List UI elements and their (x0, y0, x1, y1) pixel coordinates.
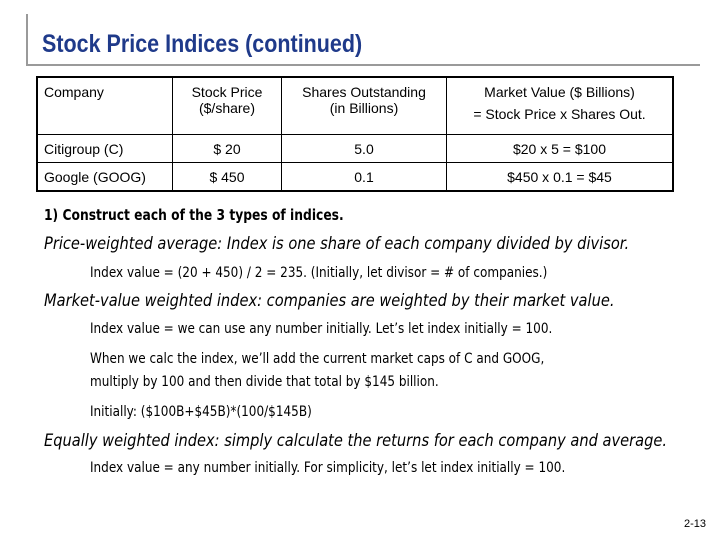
title-bar (26, 14, 700, 66)
table-header-row: Company Stock Price ($/share) Shares Out… (36, 76, 674, 135)
cell-shares: 0.1 (281, 162, 447, 192)
price-weighted-body: Index value = (20 + 450) / 2 = 235. (Ini… (90, 265, 548, 281)
cell-price: $ 450 (172, 162, 282, 192)
equally-weighted-body: Index value = any number initially. For … (90, 460, 566, 476)
cell-price: $ 20 (172, 134, 282, 163)
header-stock-price: Stock Price ($/share) (172, 76, 282, 135)
cell-company: Citigroup (C) (36, 134, 173, 163)
equally-weighted-heading: Equally weighted index: simply calculate… (44, 431, 668, 451)
cell-market-value: $20 x 5 = $100 (446, 134, 674, 163)
price-weighted-heading: Price-weighted average: Index is one sha… (44, 234, 630, 254)
market-value-body-1: Index value = we can use any number init… (90, 321, 553, 337)
cell-company: Google (GOOG) (36, 162, 173, 192)
slide-title: Stock Price Indices (continued) (42, 30, 363, 58)
market-value-body-3: multiply by 100 and then divide that tot… (90, 374, 439, 390)
header-market-value: Market Value ($ Billions) = Stock Price … (446, 76, 674, 135)
page-number: 2-13 (683, 518, 706, 530)
cell-market-value: $450 x 0.1 = $45 (446, 162, 674, 192)
step-heading: 1) Construct each of the 3 types of indi… (44, 206, 344, 224)
table-row: Google (GOOG) $ 450 0.1 $450 x 0.1 = $45 (36, 162, 674, 192)
header-shares-outstanding: Shares Outstanding (in Billions) (281, 76, 447, 135)
header-company: Company (36, 76, 173, 135)
table-row: Citigroup (C) $ 20 5.0 $20 x 5 = $100 (36, 134, 674, 163)
cell-shares: 5.0 (281, 134, 447, 163)
market-value-heading: Market-value weighted index: companies a… (44, 291, 615, 311)
market-value-body-4: Initially: ($100B+$45B)*(100/$145B) (90, 404, 312, 420)
stock-table: Company Stock Price ($/share) Shares Out… (36, 76, 674, 192)
market-value-body-2: When we calc the index, we’ll add the cu… (90, 351, 545, 367)
